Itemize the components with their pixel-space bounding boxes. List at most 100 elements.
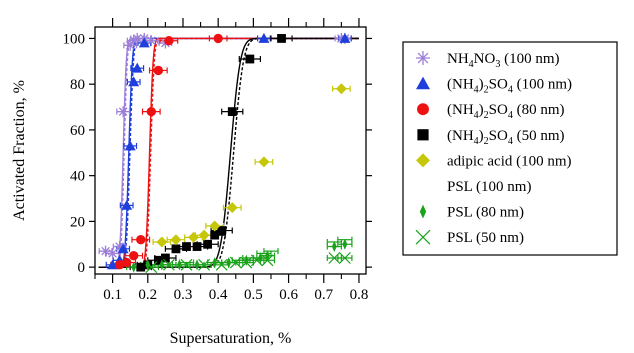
data-point [203,239,213,249]
data-point [265,246,277,256]
data-point [188,231,200,243]
legend-label-part: 4 [469,59,474,70]
data-point [339,235,351,245]
legend-label-part: ) [479,128,484,144]
legend-label-part: PSL (80 nm) [447,205,524,221]
data-point [213,33,223,44]
fit-curve [98,37,359,268]
legend-label-part: SO [489,128,508,144]
legend-label: PSL (80 nm) [447,205,524,221]
data-point [339,32,351,43]
data-point [233,255,245,265]
y-tick-label: 100 [63,31,86,47]
data-point [335,83,347,95]
data-point [258,156,270,168]
data-point [136,262,146,272]
x-tick-label: 0.6 [279,287,298,303]
y-tick-label: 80 [70,77,85,93]
data-point [192,242,202,251]
data-point [261,254,274,267]
y-axis-label: Activated Fraction, % [11,80,28,221]
legend-label-part: 2 [484,85,489,96]
data-point [328,252,341,264]
data-point [164,36,174,46]
legend-label-part: PSL (100 nm) [447,179,531,195]
axes [94,26,367,275]
data-point [153,65,164,76]
fit-curve-dashed [98,37,359,268]
data-point [216,258,228,267]
legend-label-part: (100 nm) [500,51,559,67]
legend-label-part: SO [489,102,508,118]
legend-label-part: (NH [447,102,474,118]
legend-marker [415,229,431,245]
legend-label-part: ) [479,77,484,93]
x-tick-label: 0.7 [314,287,333,303]
legend-label-part: (NH [447,77,474,93]
data-point [342,238,348,250]
legend-label-part: 4 [474,110,479,121]
data-point [145,35,157,47]
data-point [226,257,232,269]
data-point [170,234,182,246]
data-point [162,258,175,271]
legend-label-part: 2 [484,136,489,147]
legend-label-part: 4 [508,110,513,121]
fit-curve [98,37,359,268]
legend-label: NH4NO3 (100 nm) [447,51,560,70]
data-point [258,32,270,43]
data-point [209,220,221,232]
data-point [136,235,146,245]
legend-label-part: (80 nm) [513,102,565,118]
x-axis-ticks: 0.1 0.2 0.3 0.4 0.5 0.6 0.7 0.8 [94,18,368,303]
legend-label-part: SO [489,77,508,93]
data-point [180,258,193,271]
data-point [277,34,286,43]
y-tick-label: 0 [78,260,86,276]
data-point [128,76,140,87]
data-point [129,251,139,261]
legend-label: (NH4)2SO4 (100 nm) [447,77,572,96]
data-point [217,226,227,235]
data-point [227,107,237,117]
legend-label-part: (50 nm) [513,128,565,144]
data-point [138,37,150,48]
legend-marker [416,153,430,168]
data-point [245,54,255,64]
data-point [124,140,136,151]
legend-label: adipic acid (100 nm) [447,153,572,169]
data-point [194,259,200,271]
data-point [240,256,253,269]
legend-label-part: 2 [484,110,489,121]
legend-marker [419,204,427,219]
legend-marker [416,180,430,192]
data-point [114,241,126,253]
legend-label-part: 3 [495,59,500,70]
data-point [250,254,263,267]
legend-label-part: (100 nm) [513,77,572,93]
legend-label: (NH4)2SO4 (80 nm) [447,102,565,121]
data-markers [100,32,351,274]
legend-label: (NH4)2SO4 (50 nm) [447,128,565,147]
data-point [122,257,132,268]
data-point [160,253,170,263]
legend-label-part: adipic acid (100 nm) [447,153,572,169]
legend-label-part: NH [447,51,469,67]
data-point [171,244,181,254]
fit-curve [98,37,359,268]
data-point [117,106,129,118]
data-point [131,261,137,273]
data-point [244,253,256,263]
legend-label-part: ) [479,102,484,118]
data-point [131,32,143,44]
legend: NH4NO3 (100 nm)(NH4)2SO4 (100 nm)(NH4)2S… [402,41,618,256]
legend-marker [417,103,429,116]
data-point [159,259,165,271]
legend-label-part: NO [474,51,496,67]
fit-curve-dashed [98,37,359,268]
plot-frame [94,26,367,275]
x-tick-label: 0.4 [209,287,228,303]
data-point [156,236,168,248]
data-point [198,229,210,241]
data-point [100,245,112,257]
